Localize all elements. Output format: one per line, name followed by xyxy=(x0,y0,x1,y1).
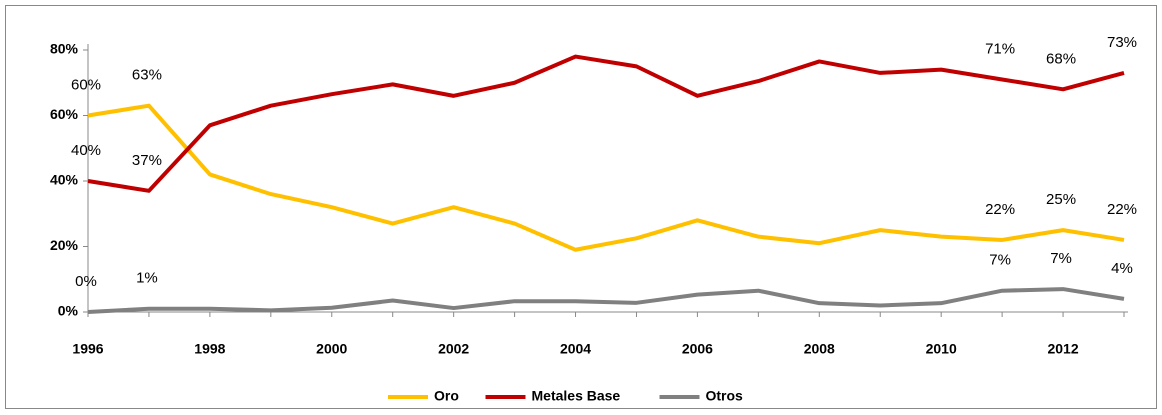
x-tick-label: 2012 xyxy=(1047,341,1078,357)
data-label: 22% xyxy=(985,201,1015,218)
x-tick-label: 1996 xyxy=(72,341,103,357)
series-line xyxy=(87,54,1125,193)
data-label: 73% xyxy=(1107,34,1137,51)
data-label: 7% xyxy=(989,252,1011,269)
legend-label: Metales Base xyxy=(532,388,621,404)
x-tick-label: 2010 xyxy=(926,341,957,357)
data-label: 40% xyxy=(71,142,101,159)
series-line xyxy=(87,103,1125,252)
data-label: 0% xyxy=(75,273,97,290)
y-tick-label: 20% xyxy=(50,237,79,253)
data-label: 63% xyxy=(132,67,162,84)
x-tick-label: 2006 xyxy=(682,341,713,357)
series-line xyxy=(87,287,1125,314)
data-label: 22% xyxy=(1107,201,1137,218)
y-tick-label: 80% xyxy=(50,41,79,57)
x-tick-label: 2000 xyxy=(316,341,347,357)
data-label: 60% xyxy=(71,76,101,93)
x-tick-label: 2004 xyxy=(560,341,591,357)
y-tick-label: 40% xyxy=(50,172,79,188)
y-tick-label: 60% xyxy=(50,106,79,122)
x-tick-label: 1998 xyxy=(194,341,225,357)
data-label: 4% xyxy=(1111,260,1133,277)
data-label: 7% xyxy=(1050,250,1072,267)
legend-label: Oro xyxy=(434,388,459,404)
legend-label: Otros xyxy=(706,388,744,404)
data-label: 68% xyxy=(1046,50,1076,67)
data-label: 25% xyxy=(1046,191,1076,208)
data-label: 71% xyxy=(985,40,1015,57)
x-tick-label: 2002 xyxy=(438,341,469,357)
data-label: 37% xyxy=(132,152,162,169)
y-tick-label: 0% xyxy=(58,303,79,319)
data-label: 1% xyxy=(136,270,158,287)
x-tick-label: 2008 xyxy=(804,341,835,357)
